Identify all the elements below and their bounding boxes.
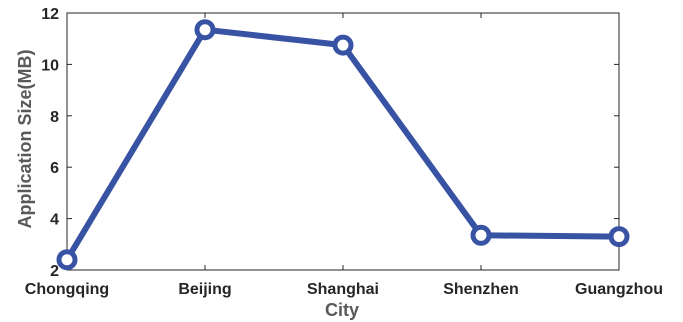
x-tick-label: Beijing	[178, 281, 231, 298]
y-tick-label: 8	[50, 109, 59, 126]
data-point-marker	[470, 224, 492, 246]
series-layer	[56, 19, 630, 271]
y-tick-label: 2	[50, 263, 59, 280]
y-tick-label: 4	[50, 212, 59, 229]
x-tick-label: Shenzhen	[443, 281, 519, 298]
data-point-marker	[194, 19, 216, 41]
y-tick-label: 6	[50, 160, 59, 177]
y-tick-label: 10	[41, 57, 59, 74]
y-tick-label: 12	[41, 6, 59, 23]
data-point-marker	[332, 34, 354, 56]
x-tick-label: Shanghai	[307, 281, 379, 298]
x-tick-label: Guangzhou	[575, 281, 663, 298]
y-axis-title: Application Size(MB)	[15, 49, 35, 228]
series-line	[64, 26, 622, 263]
x-axis-ticks: Chongqing Beijing Shanghai Shenzhen Guangzho…	[25, 13, 663, 298]
data-point-marker	[608, 226, 630, 248]
x-axis-title: City	[325, 300, 359, 320]
x-tick-label: Chongqing	[25, 281, 109, 298]
data-point-marker	[56, 249, 78, 271]
y-axis-ticks: 2 4 6 8 10 12	[41, 6, 619, 280]
